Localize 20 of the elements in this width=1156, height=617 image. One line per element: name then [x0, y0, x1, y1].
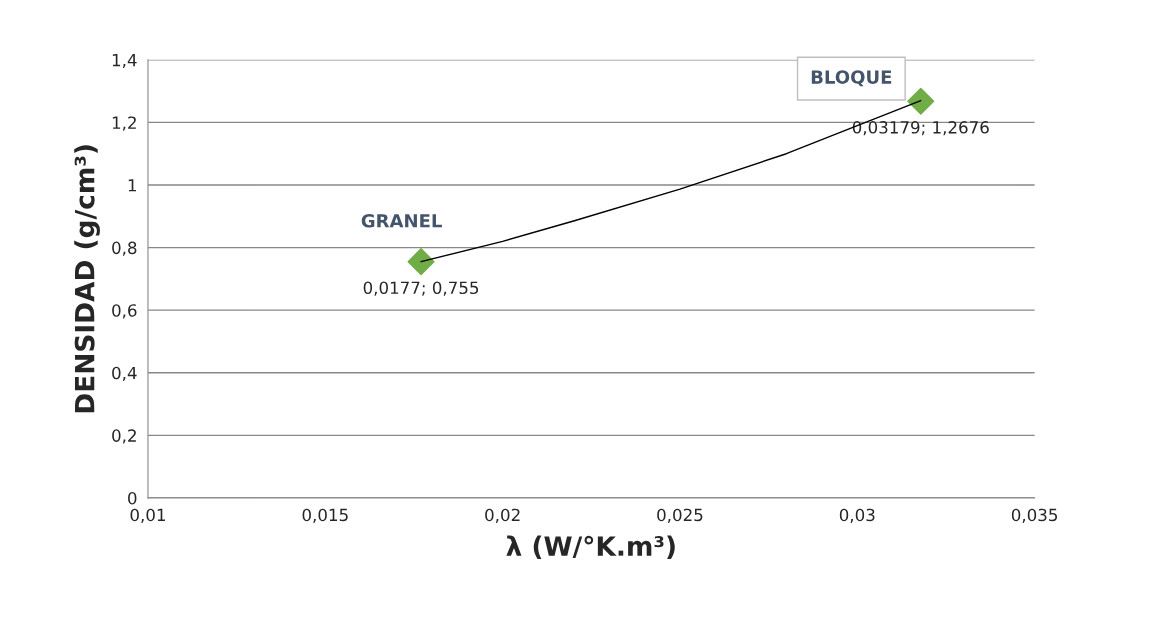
y-tick-label: 0,2 — [112, 429, 136, 444]
x-tick-label: 0,015 — [302, 508, 348, 523]
data-label: 0,0177; 0,755 — [363, 281, 479, 296]
y-tick-label: 1,2 — [112, 116, 136, 131]
x-tick-label: 0,035 — [1011, 508, 1058, 523]
y-tick-label: 0 — [128, 491, 137, 505]
annotation: GRANEL — [361, 213, 442, 228]
y-tick-label: 1,4 — [112, 54, 137, 69]
x-tick-label: 0,02 — [485, 508, 520, 523]
y-tick-label: 0,4 — [112, 366, 137, 382]
annotation: BLOQUE — [811, 70, 892, 87]
x-tick-label: 0,025 — [657, 508, 703, 523]
y-tick-label: 0,6 — [112, 304, 137, 319]
x-axis-title: λ (W/°K.m³) — [506, 535, 675, 560]
y-tick-label: 1 — [128, 179, 137, 192]
x-tick-label: 0,01 — [130, 508, 165, 523]
data-label: 0,03179; 1,2676 — [852, 121, 989, 136]
y-tick-label: 0,8 — [112, 241, 137, 256]
y-axis-title: DENSIDAD (g/cm³) — [74, 145, 100, 413]
x-tick-label: 0,03 — [839, 508, 875, 523]
